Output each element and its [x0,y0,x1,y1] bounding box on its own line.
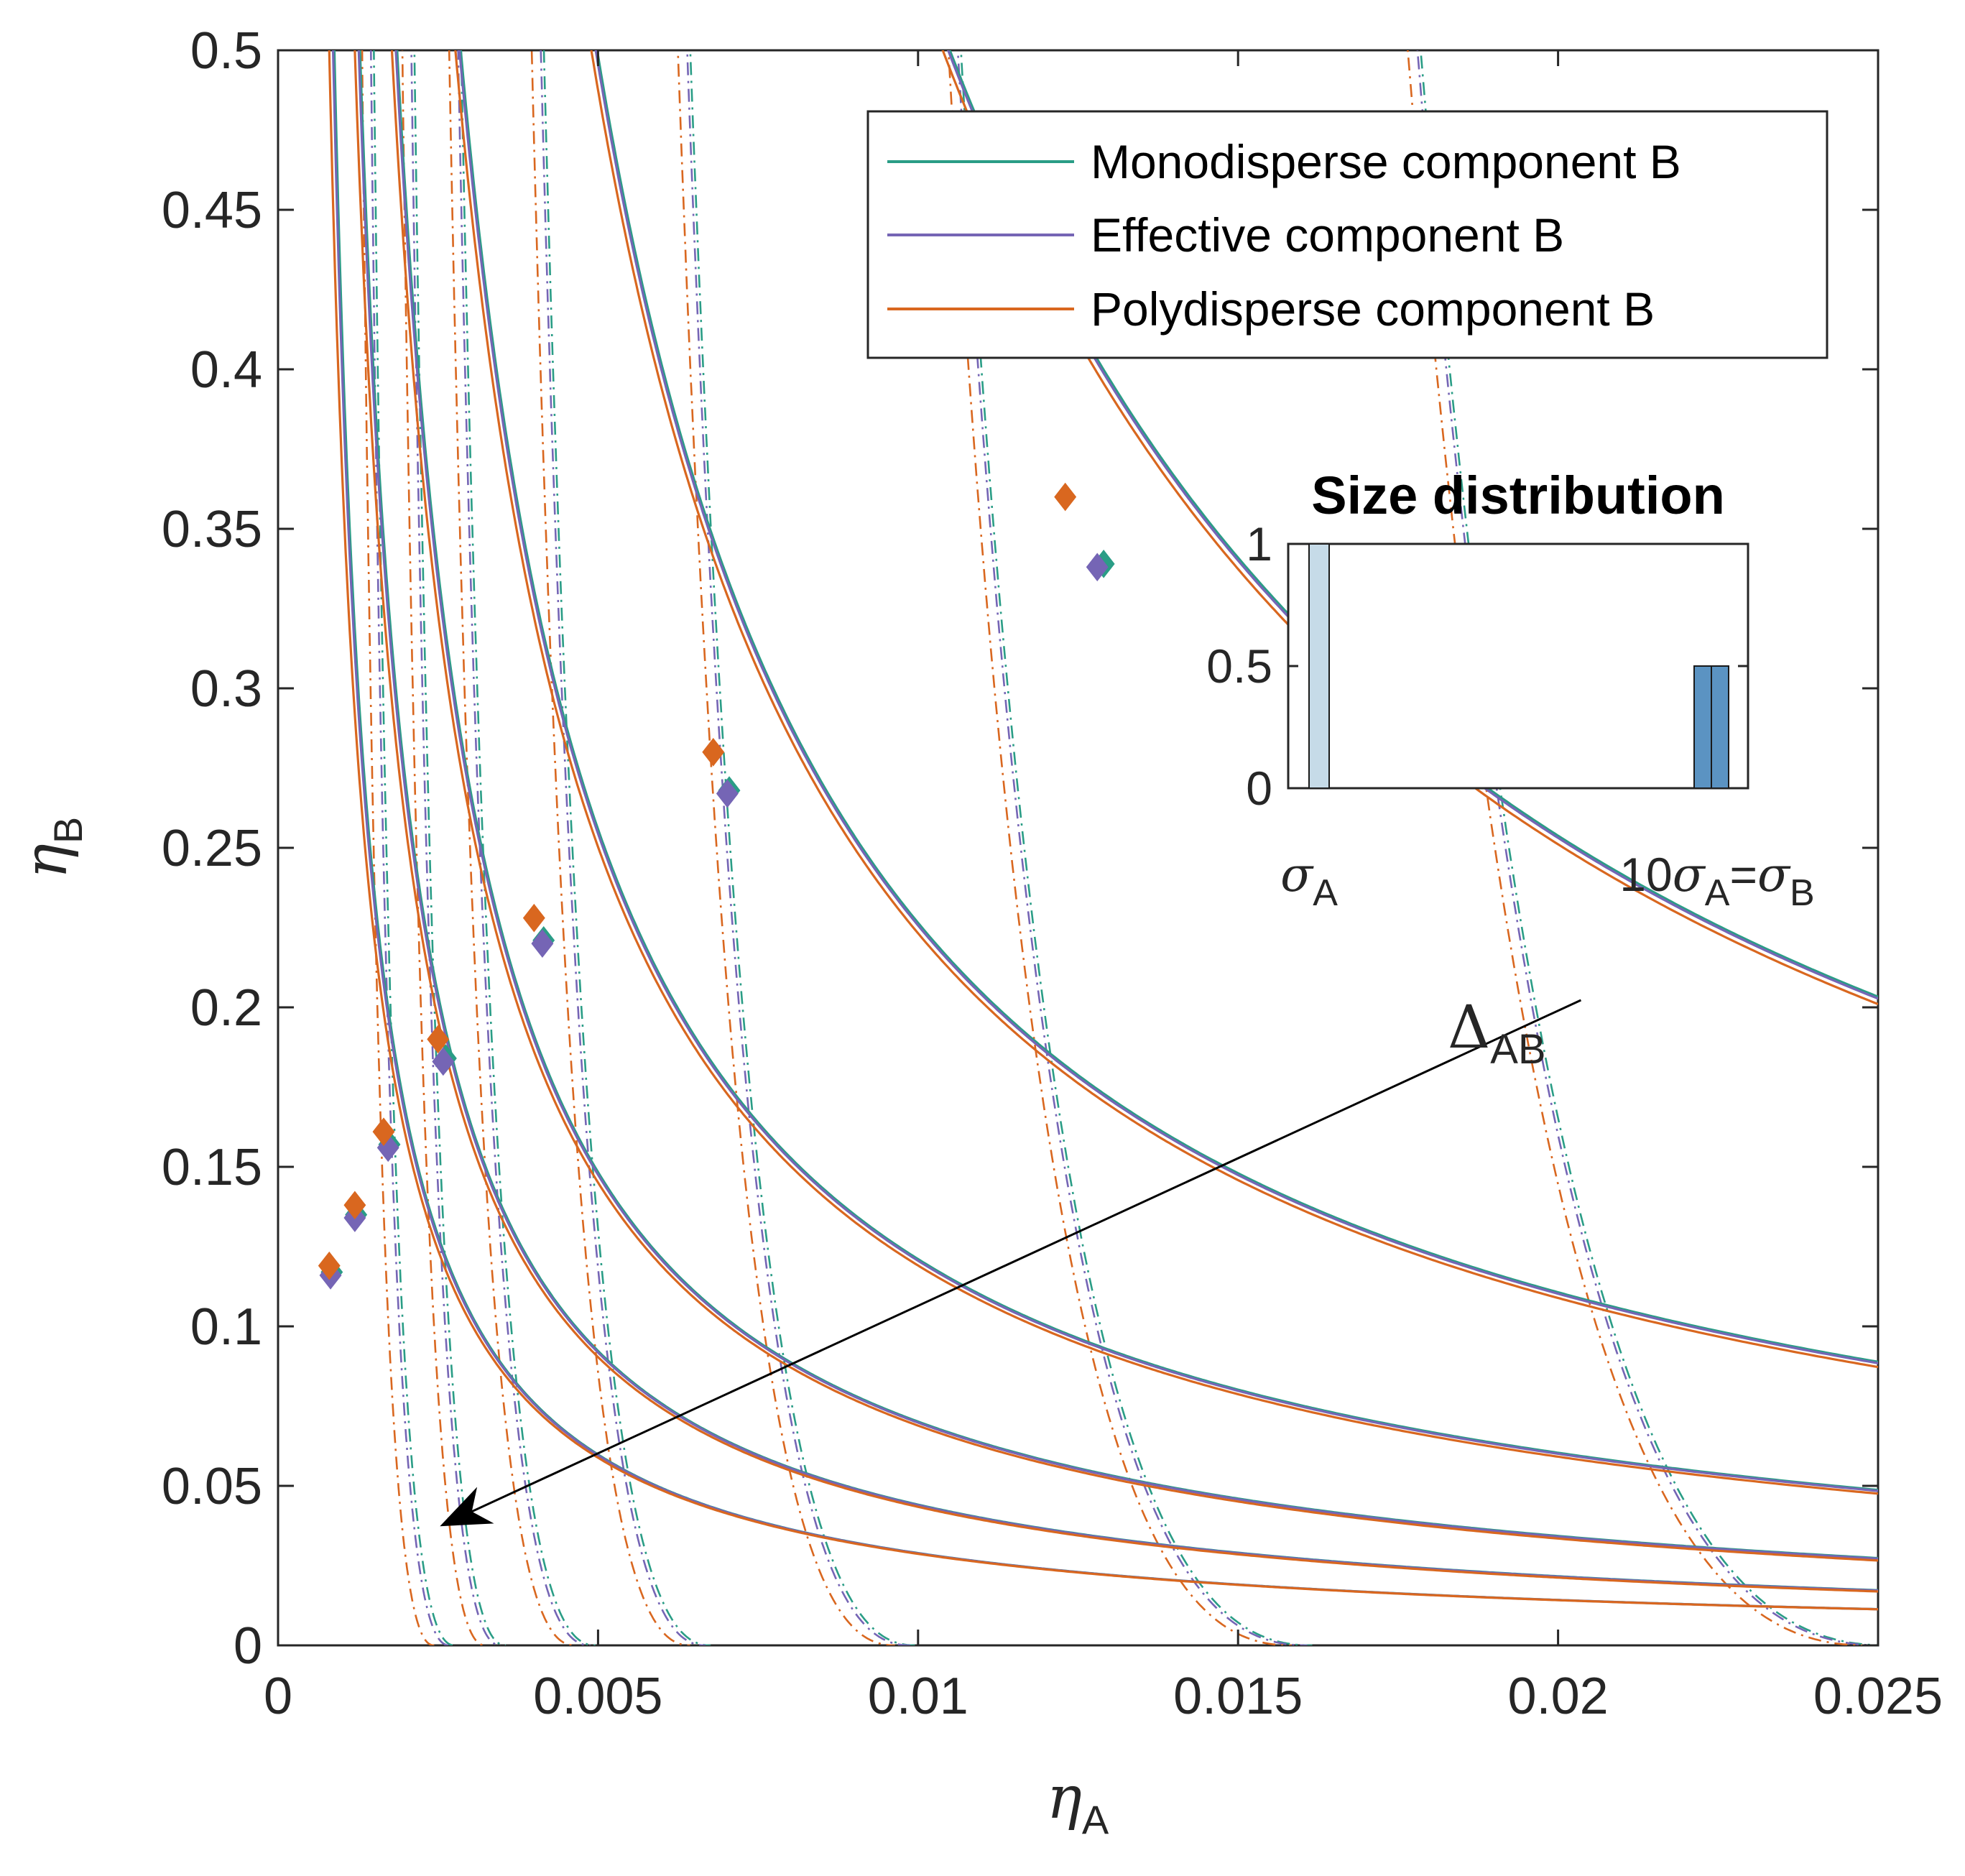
solid-curve-polydisperse [353,50,1878,1593]
curves-layer [328,50,1878,1645]
solid-curve-polydisperse [941,50,1878,1005]
y-tick-label: 0.1 [190,1298,262,1356]
marker-effective [432,1047,455,1076]
dashdot-curve-monodisperse [960,50,1313,1645]
dashdot-curve-effective [369,50,450,1645]
inset-y-tick-label: 1 [1246,517,1272,570]
x-tick-label: 0.005 [533,1668,662,1725]
solid-curve-effective [594,50,1878,1364]
y-tick-label: 0.05 [162,1458,262,1515]
solid-curve-effective [946,50,1878,1000]
inset-y-tick-label: 0 [1246,762,1272,815]
inset-y-tick-label: 0.5 [1206,639,1272,693]
dashdot-curve-polydisperse [677,50,895,1645]
marker-polydisperse [522,903,545,933]
y-tick-label: 0.3 [190,660,262,718]
marker-effective [531,929,554,958]
dashdot-curve-effective [1416,50,1878,1645]
dashdot-curve-polydisperse [401,50,486,1645]
inset-bar-a [1308,544,1330,788]
x-tick-label: 0.01 [868,1668,968,1725]
solid-curve-polydisperse [328,50,1878,1611]
marker-polydisperse [372,1117,395,1146]
inset-title: Size distribution [1311,466,1725,525]
dashdot-curve-effective [457,50,591,1645]
y-tick-label: 0.35 [162,501,262,558]
marker-polydisperse [427,1025,450,1054]
y-tick-label: 0 [234,1617,262,1675]
x-tick-label: 0 [264,1668,292,1725]
ticks-layer: 0 0.005 0.01 0.015 0.02 0.025 0 0.05 0.1 0.15 0.2 0… [162,22,1943,1725]
marker-effective [716,779,739,808]
x-tick-label: 0.025 [1813,1668,1943,1725]
dashdot-curve-effective [410,50,501,1645]
legend: Monodisperse component B Effective compo… [866,110,1828,359]
inset-chart: Size distribution 00.51 σA 10σA=σB [1206,466,1814,914]
markers-layer [318,482,1115,1290]
legend-label-effective: Effective component B [1091,208,1564,262]
solid-curve-effective [394,50,1878,1560]
inset-plot-area [1287,542,1749,790]
y-tick-label: 0.45 [162,182,262,239]
y-tick-label: 0.2 [190,979,262,1037]
y-tick-label: 0.5 [190,22,262,80]
delta-ab-arrow [440,999,1582,1527]
legend-label-polydisperse: Polydisperse component B [1091,282,1655,336]
inset-ticks-layer: 00.51 [1206,517,1748,815]
solid-curve-polydisperse [590,50,1878,1369]
solid-curve-polydisperse [454,50,1878,1495]
solid-curve-polydisperse [390,50,1878,1562]
solid-curve-effective [458,50,1878,1492]
inset-bars-layer [1308,544,1729,788]
y-tick-label: 0.15 [162,1139,262,1196]
marker-polydisperse [318,1251,341,1280]
marker-polydisperse [1054,482,1077,512]
solid-curve-monodisperse [596,50,1878,1363]
dashdot-curve-polydisperse [448,50,575,1645]
y-tick-label: 0.25 [162,820,262,877]
y-tick-label: 0.4 [190,341,262,399]
legend-label-monodisperse: Monodisperse component B [1091,135,1681,188]
dashdot-curve-monodisperse [460,50,596,1645]
inset-bar-b [1693,665,1712,788]
delta-ab-label: ΔAB [1448,994,1546,1073]
y-axis-title: ηB [12,817,91,879]
dashdot-curve-polydisperse [1407,50,1868,1645]
marker-polydisperse [343,1191,366,1220]
inset-bar-b [1711,665,1729,788]
marker-effective [1086,553,1109,582]
x-tick-label: 0.02 [1508,1668,1609,1725]
solid-curve-monodisperse [948,50,1878,998]
dashdot-curve-monodisperse [413,50,507,1645]
inset-xtick-ten-sigma-a: 10σA=σB [1619,847,1814,914]
inset-xtick-sigma-a: σA [1280,847,1338,914]
x-axis-title: ηA [1047,1764,1109,1842]
x-tick-label: 0.015 [1173,1668,1303,1725]
marker-polydisperse [702,737,725,767]
